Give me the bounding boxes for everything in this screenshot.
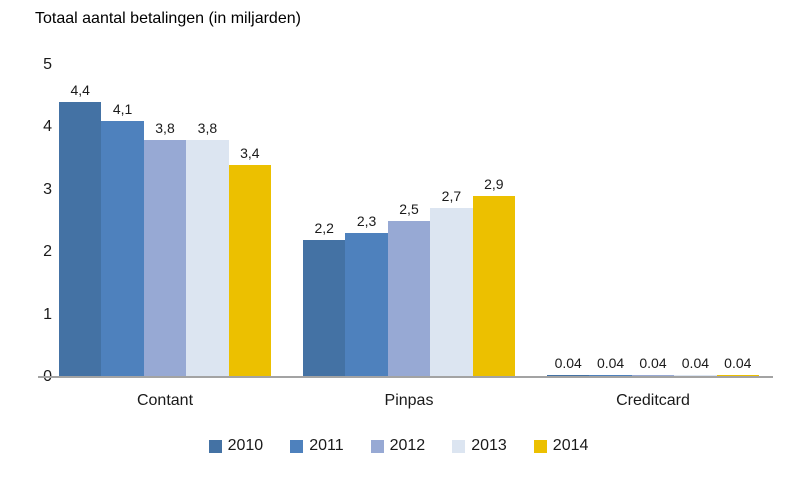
- y-tick-label-4: 4: [43, 118, 52, 135]
- bar-2014-creditcard: [716, 374, 759, 377]
- bar-2014-contant: [228, 164, 271, 377]
- bar-value-label-2010-pinpas: 2,2: [314, 219, 334, 236]
- legend-item-2013: 2013: [452, 438, 507, 454]
- y-tick-label-2: 2: [43, 243, 52, 260]
- bar-value-label-2014-contant: 3,4: [240, 144, 260, 161]
- bar-2011-creditcard: [589, 374, 632, 377]
- bar-value-label-2012-contant: 3,8: [155, 119, 175, 136]
- legend-label-2014: 2014: [552, 437, 589, 454]
- x-axis-line: [38, 376, 773, 378]
- legend-swatch-icon: [370, 439, 384, 453]
- legend-swatch-icon: [290, 439, 304, 453]
- legend-item-2012: 2012: [370, 437, 426, 454]
- bar-2011-contant: [101, 120, 144, 377]
- legend: 2010 2011 2012 2013 2014: [0, 438, 797, 454]
- legend-label-2012: 2012: [389, 437, 426, 454]
- y-tick-label-1: 1: [43, 305, 52, 323]
- bar-2014-pinpas: [472, 195, 515, 377]
- bar-value-label-2013-contant: 3,8: [197, 119, 218, 136]
- y-tick-label-3: 3: [43, 180, 52, 198]
- bar-2013-pinpas: [430, 208, 473, 377]
- bar-value-label-2010-contant: 4,4: [70, 82, 90, 98]
- bar-2011-pinpas: [345, 233, 388, 377]
- bar-2010-creditcard: [547, 374, 590, 377]
- bar-value-label-2011-contant: 4,1: [112, 100, 133, 117]
- bar-value-label-2012-creditcard: 0.04: [639, 354, 667, 371]
- bar-2012-pinpas: [387, 220, 431, 377]
- bar-value-label-2014-creditcard: 0.04: [724, 354, 752, 371]
- category-label-pinpas: Pinpas: [384, 392, 434, 409]
- legend-item-2014: 2014: [533, 437, 589, 454]
- legend-swatch-icon: [452, 439, 466, 453]
- bar-value-label-2011-pinpas: 2,3: [356, 213, 377, 230]
- legend-label-2011: 2011: [309, 437, 344, 454]
- bar-value-label-2013-creditcard: 0.04: [681, 354, 710, 371]
- legend-label-2010: 2010: [227, 437, 264, 454]
- bar-value-label-2010-creditcard: 0.04: [554, 354, 582, 371]
- bar-2010-pinpas: [303, 239, 346, 377]
- chart-title: Totaal aantal betalingen (in miljarden): [35, 10, 301, 27]
- legend-item-2011: 2011: [290, 437, 344, 454]
- bar-2012-creditcard: [631, 374, 675, 377]
- bar-2013-creditcard: [674, 374, 717, 377]
- bar-2012-contant: [143, 139, 187, 377]
- legend-swatch-icon: [208, 439, 222, 453]
- bar-value-label-2013-pinpas: 2,7: [441, 188, 462, 205]
- category-label-creditcard: Creditcard: [616, 392, 690, 409]
- bar-2010-contant: [59, 102, 102, 377]
- y-tick-label-5: 5: [43, 55, 52, 73]
- bar-value-label-2012-pinpas: 2,5: [399, 200, 419, 217]
- bar-value-label-2011-creditcard: 0.04: [596, 354, 625, 371]
- legend-item-2010: 2010: [208, 437, 264, 454]
- legend-label-2013: 2013: [471, 437, 507, 454]
- bar-2013-contant: [186, 139, 229, 377]
- category-label-contant: Contant: [136, 392, 194, 409]
- legend-swatch-icon: [533, 439, 547, 453]
- bar-value-label-2014-pinpas: 2,9: [484, 175, 504, 192]
